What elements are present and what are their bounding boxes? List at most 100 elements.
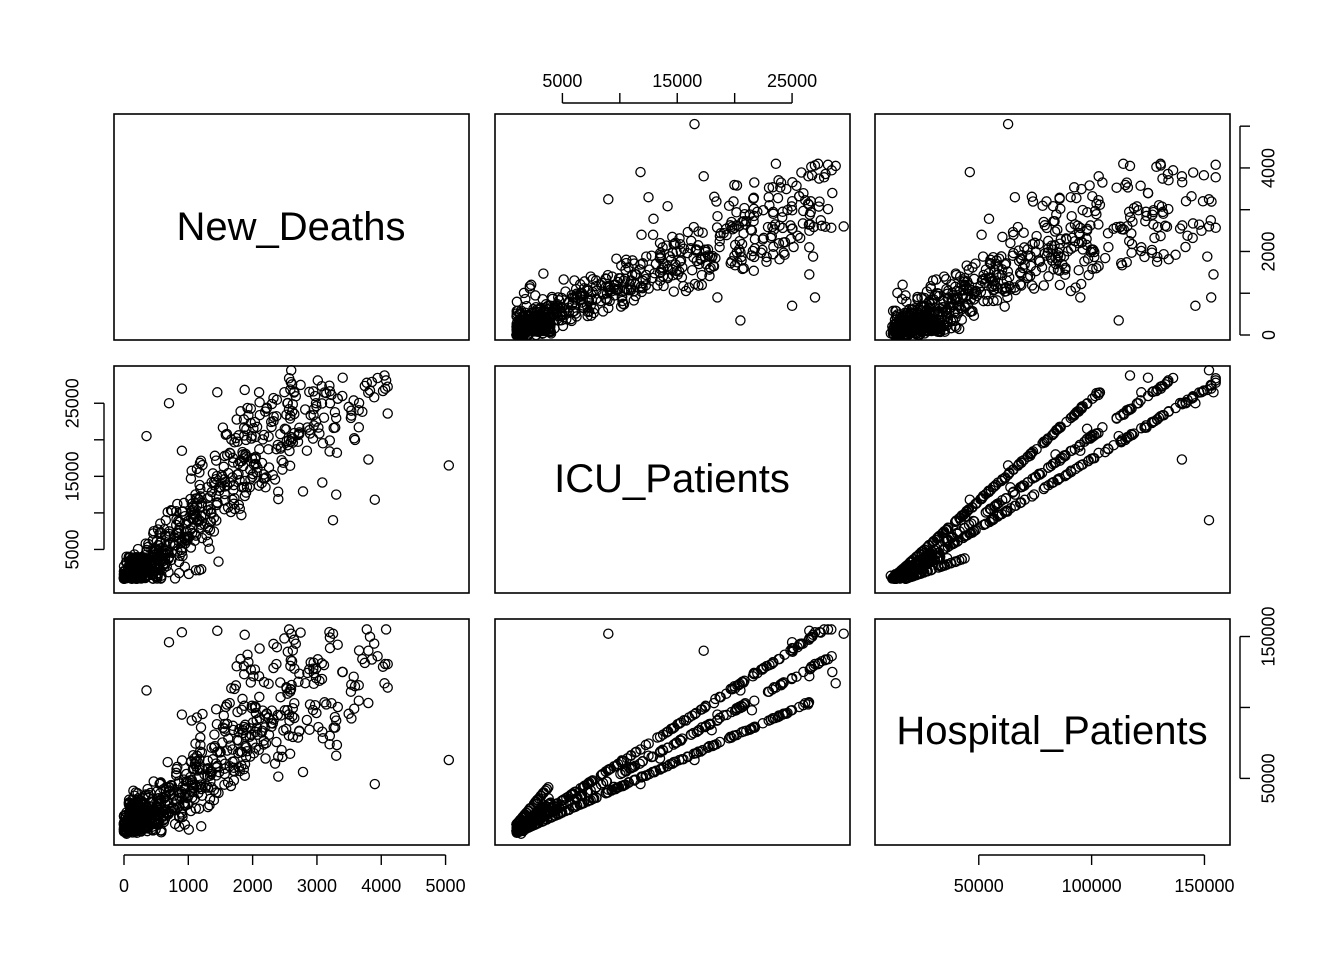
point-hospital-patients-vs-icu-patients [729,730,740,741]
point-new-deaths-vs-hospital-patients [940,273,952,285]
point-icu-patients-vs-new-deaths [209,450,221,462]
point-new-deaths-vs-icu-patients [676,272,688,283]
point-hospital-patients-vs-new-deaths [231,661,242,672]
point-hospital-patients-vs-icu-patients [822,654,834,665]
point-icu-patients-vs-hospital-patients [1176,454,1188,465]
point-hospital-patients-vs-new-deaths [281,681,292,693]
point-new-deaths-vs-icu-patients [612,276,624,288]
point-icu-patients-vs-new-deaths [276,454,287,466]
point-icu-patients-vs-hospital-patients [1193,387,1205,398]
point-icu-patients-vs-hospital-patients [1203,514,1215,526]
point-icu-patients-vs-new-deaths [167,537,179,549]
point-new-deaths-vs-icu-patients [778,237,789,248]
point-new-deaths-vs-hospital-patients [1016,280,1027,291]
point-icu-patients-vs-new-deaths [239,490,251,502]
point-new-deaths-vs-icu-patients [736,255,747,266]
point-icu-patients-vs-new-deaths [240,434,252,446]
point-hospital-patients-vs-icu-patients [827,666,838,678]
point-icu-patients-vs-new-deaths [319,387,330,398]
point-icu-patients-vs-new-deaths [135,563,146,575]
point-icu-patients-vs-new-deaths [204,543,215,554]
point-icu-patients-vs-new-deaths [253,387,265,398]
panel-frame-3-2 [494,618,851,846]
point-new-deaths-vs-icu-patients [640,269,652,281]
point-new-deaths-vs-icu-patients [667,231,678,243]
point-hospital-patients-vs-icu-patients [654,764,666,775]
point-hospital-patients-vs-icu-patients [538,787,549,798]
point-hospital-patients-vs-new-deaths [195,732,206,743]
point-hospital-patients-vs-new-deaths [234,746,246,757]
point-hospital-patients-vs-icu-patients [603,628,614,639]
point-hospital-patients-vs-icu-patients [515,819,527,830]
point-icu-patients-vs-new-deaths [176,383,188,394]
point-hospital-patients-vs-icu-patients [803,634,815,646]
point-new-deaths-vs-icu-patients [590,280,602,292]
point-icu-patients-vs-hospital-patients [1082,398,1093,409]
point-icu-patients-vs-new-deaths [297,486,309,497]
point-new-deaths-vs-hospital-patients [961,291,972,302]
point-hospital-patients-vs-icu-patients [547,811,558,823]
point-icu-patients-vs-new-deaths [269,474,281,485]
point-hospital-patients-vs-icu-patients [765,714,777,725]
point-icu-patients-vs-new-deaths [282,398,293,409]
point-new-deaths-vs-icu-patients [820,221,831,232]
point-new-deaths-vs-hospital-patients [1041,222,1053,234]
point-hospital-patients-vs-icu-patients [738,726,750,737]
point-hospital-patients-vs-new-deaths [345,686,357,697]
point-new-deaths-vs-icu-patients [524,280,536,292]
point-hospital-patients-vs-new-deaths [368,638,380,649]
point-new-deaths-vs-hospital-patients [1008,247,1019,259]
point-hospital-patients-vs-icu-patients [822,624,834,635]
panel-frame-1-2 [494,113,851,341]
point-new-deaths-vs-hospital-patients [1187,218,1199,229]
point-hospital-patients-vs-new-deaths [185,756,197,768]
point-icu-patients-vs-new-deaths [140,571,151,583]
point-icu-patients-vs-hospital-patients [951,515,962,526]
point-icu-patients-vs-new-deaths [140,538,151,549]
point-new-deaths-vs-icu-patients [735,315,746,326]
point-icu-patients-vs-hospital-patients [987,482,999,493]
point-icu-patients-vs-hospital-patients [1170,402,1181,414]
point-new-deaths-vs-icu-patients [782,204,793,216]
point-hospital-patients-vs-icu-patients [669,722,680,733]
point-hospital-patients-vs-icu-patients [714,712,725,724]
point-icu-patients-vs-new-deaths [202,492,213,504]
point-hospital-patients-vs-new-deaths [304,724,315,735]
point-icu-patients-vs-new-deaths [382,381,393,392]
point-icu-patients-vs-hospital-patients [961,506,972,517]
point-icu-patients-vs-hospital-patients [908,554,919,565]
point-icu-patients-vs-new-deaths [372,372,383,384]
point-hospital-patients-vs-new-deaths [337,666,348,678]
point-new-deaths-vs-hospital-patients [988,295,999,307]
point-new-deaths-vs-hospital-patients [1116,260,1128,271]
point-new-deaths-vs-icu-patients [692,240,704,251]
point-hospital-patients-vs-new-deaths [163,807,174,818]
point-hospital-patients-vs-icu-patients [779,649,790,660]
point-new-deaths-vs-hospital-patients [1163,203,1174,215]
point-icu-patients-vs-new-deaths [301,445,313,456]
point-icu-patients-vs-new-deaths [317,438,329,449]
point-icu-patients-vs-new-deaths [187,509,198,520]
point-icu-patients-vs-hospital-patients [1016,457,1027,469]
point-new-deaths-vs-hospital-patients [1089,205,1101,217]
point-new-deaths-vs-hospital-patients [927,275,939,286]
point-new-deaths-vs-icu-patients [526,321,538,333]
point-hospital-patients-vs-new-deaths [160,790,172,802]
point-new-deaths-vs-hospital-patients [1113,315,1124,326]
point-icu-patients-vs-hospital-patients [931,533,943,544]
point-icu-patients-vs-new-deaths [171,506,182,517]
point-icu-patients-vs-hospital-patients [1010,500,1021,511]
point-hospital-patients-vs-new-deaths [194,746,206,757]
point-hospital-patients-vs-new-deaths [227,720,239,732]
point-icu-patients-vs-new-deaths [131,563,142,574]
point-icu-patients-vs-new-deaths [324,435,336,446]
point-hospital-patients-vs-new-deaths [158,783,169,795]
point-new-deaths-vs-icu-patients [704,270,715,282]
point-icu-patients-vs-new-deaths [202,536,214,548]
point-hospital-patients-vs-new-deaths [308,678,320,690]
point-new-deaths-vs-icu-patients [781,183,792,195]
point-new-deaths-vs-hospital-patients [999,259,1011,270]
point-icu-patients-vs-new-deaths [232,458,244,470]
point-hospital-patients-vs-icu-patients [541,783,553,795]
point-icu-patients-vs-new-deaths [246,433,257,444]
